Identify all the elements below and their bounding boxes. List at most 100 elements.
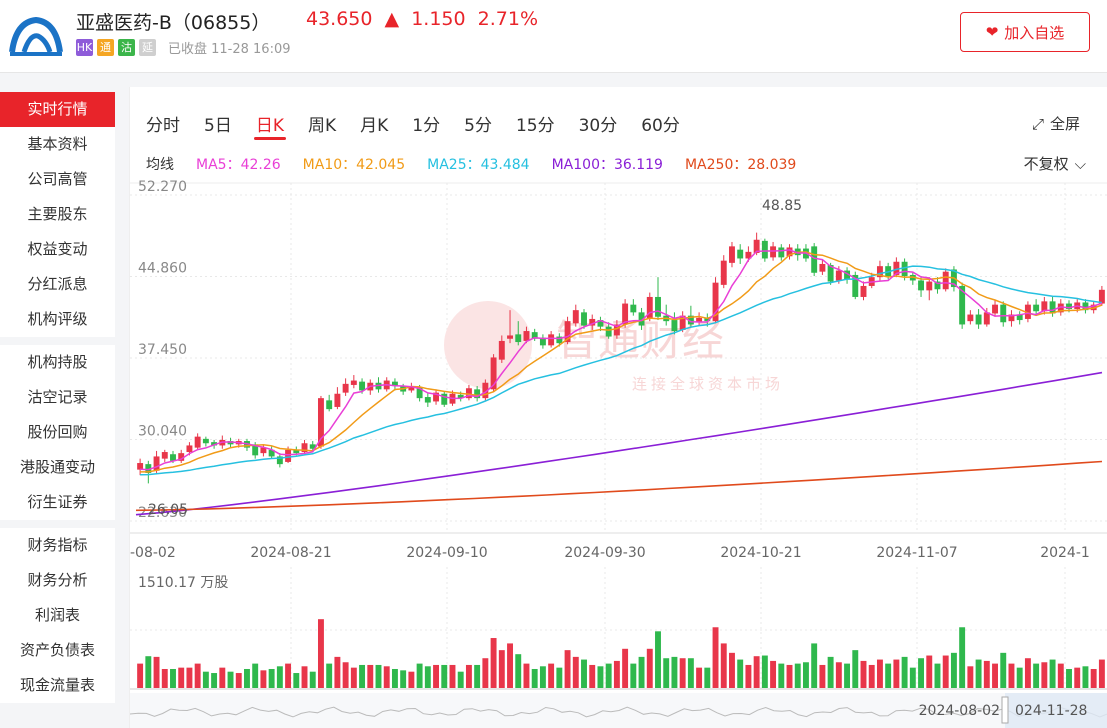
volume-bar — [605, 663, 612, 688]
candle-body — [170, 454, 176, 461]
volume-bar — [391, 668, 398, 688]
volume-bar — [326, 663, 333, 688]
candle-body — [811, 246, 818, 273]
ma10-line — [140, 251, 1103, 473]
candle-body — [975, 314, 982, 325]
tab-period[interactable]: 60分 — [641, 116, 680, 136]
candle-body — [885, 266, 892, 277]
volume-bar — [449, 664, 456, 688]
candle-body — [391, 381, 398, 387]
candle-body — [720, 260, 727, 285]
volume-bar — [893, 659, 900, 688]
tab-period[interactable]: 15分 — [515, 116, 555, 136]
volume-bar — [655, 631, 661, 688]
sidebar-item[interactable]: 机构评级 — [27, 310, 88, 328]
tab-period[interactable]: 分时 — [146, 116, 180, 136]
volume-bar — [219, 667, 226, 688]
candle-body — [761, 240, 768, 259]
candle-body — [737, 249, 744, 259]
volume-bar — [802, 662, 809, 688]
sidebar-nav: 实时行情基本资料公司高管主要股东权益变动分红派息机构评级机构持股沽空记录股份回购… — [0, 92, 115, 711]
candle-body — [581, 312, 587, 326]
tab-period[interactable]: 日K — [253, 111, 287, 140]
candle-body — [1098, 289, 1105, 304]
sidebar-item[interactable]: 资产负债表 — [19, 641, 95, 659]
sidebar-item[interactable]: 权益变动 — [27, 240, 88, 258]
tab-period[interactable]: 30分 — [578, 116, 618, 136]
candle-body — [646, 296, 653, 319]
candle-body — [441, 393, 448, 405]
sidebar-item[interactable]: 现金流量表 — [19, 676, 95, 694]
sidebar-item[interactable]: 公司高管 — [27, 170, 88, 188]
candle-body — [556, 336, 563, 344]
candle-body — [638, 312, 645, 326]
sidebar-item[interactable]: 沽空记录 — [27, 388, 88, 406]
volume-bar — [1000, 652, 1007, 688]
sidebar-item[interactable]: 股份回购 — [27, 423, 88, 441]
volume-bar — [490, 638, 497, 688]
volume-bar — [244, 668, 250, 688]
range-selection — [1005, 693, 1107, 728]
volume-bar — [992, 663, 998, 688]
volume-bar — [720, 643, 727, 688]
volume-bar — [194, 663, 201, 688]
volume-bar — [334, 656, 341, 688]
candle-body — [1041, 301, 1048, 312]
volume-bar — [285, 663, 292, 688]
sidebar-item[interactable]: 利润表 — [34, 606, 80, 624]
ma-legend-item: MA100：36.119 — [551, 157, 663, 173]
sidebar-item[interactable]: 港股通变动 — [19, 458, 95, 476]
volume-bar — [498, 650, 505, 688]
volume-bar — [531, 668, 538, 688]
range-handle-left — [1001, 696, 1009, 724]
adjust-dropdown[interactable]: 不复权 ⌵ — [1024, 153, 1086, 174]
sidebar-item[interactable]: 衍生证券 — [27, 493, 88, 511]
candle-body — [153, 456, 160, 471]
volume-bar — [934, 663, 941, 688]
tag-hk: HK — [76, 39, 93, 56]
sidebar-item[interactable]: 分红派息 — [27, 275, 88, 293]
sidebar-item[interactable]: 实时行情 — [0, 92, 115, 127]
volume-bar — [441, 664, 448, 688]
sidebar-item[interactable]: 主要股东 — [27, 205, 88, 223]
expand-icon: ⤢ — [1031, 114, 1044, 133]
tab-period[interactable]: 月K — [360, 116, 389, 136]
range-navigator-line — [130, 706, 1107, 718]
candle-body — [729, 246, 735, 263]
candle-body — [860, 285, 867, 297]
stock-name: 亚盛医药-B（06855） — [76, 12, 271, 34]
volume-bar — [1033, 663, 1040, 688]
volume-bar — [523, 663, 530, 688]
candle-body — [1082, 302, 1089, 311]
add-watchlist-button[interactable]: ❤ 加入自选 — [960, 12, 1090, 52]
candle-body — [457, 394, 464, 399]
volume-bar — [276, 666, 283, 688]
sidebar-item[interactable]: 机构持股 — [27, 353, 88, 371]
y-tick-label: 37.450 — [138, 342, 187, 358]
tab-period[interactable]: 周K — [307, 116, 337, 136]
volume-bar — [909, 667, 916, 688]
ma-legend: 均线 MA5：42.26 MA10：42.045 MA25：43.484 MA100：… — [146, 154, 818, 174]
candle-body — [696, 317, 703, 323]
candle-body — [309, 444, 316, 449]
candle-body — [753, 239, 760, 253]
fullscreen-button[interactable]: ⤢ 全屏 — [1032, 113, 1080, 134]
add-watchlist-label: 加入自选 — [1004, 23, 1065, 42]
tab-period[interactable]: 5分 — [464, 116, 492, 136]
sidebar-item[interactable]: 基本资料 — [27, 135, 88, 153]
volume-bar — [983, 660, 990, 688]
sidebar-item[interactable]: 财务指标 — [27, 536, 88, 554]
ma-legend-item: MA250：28.039 — [684, 157, 797, 173]
volume-bar — [482, 658, 489, 688]
volume-bar — [581, 659, 587, 688]
sidebar-group: 财务指标财务分析利润表资产负债表现金流量表 — [0, 528, 115, 711]
volume-bar — [630, 663, 637, 688]
tab-period[interactable]: 5日 — [204, 116, 232, 136]
volume-bar — [515, 654, 522, 688]
volume-bar — [424, 666, 431, 688]
tab-period[interactable]: 1分 — [412, 116, 441, 136]
volume-bar — [770, 660, 777, 688]
sidebar-item[interactable]: 财务分析 — [27, 571, 88, 589]
market-tags: HK 通 沽 延 已收盘 11-28 16:09 — [76, 38, 291, 57]
